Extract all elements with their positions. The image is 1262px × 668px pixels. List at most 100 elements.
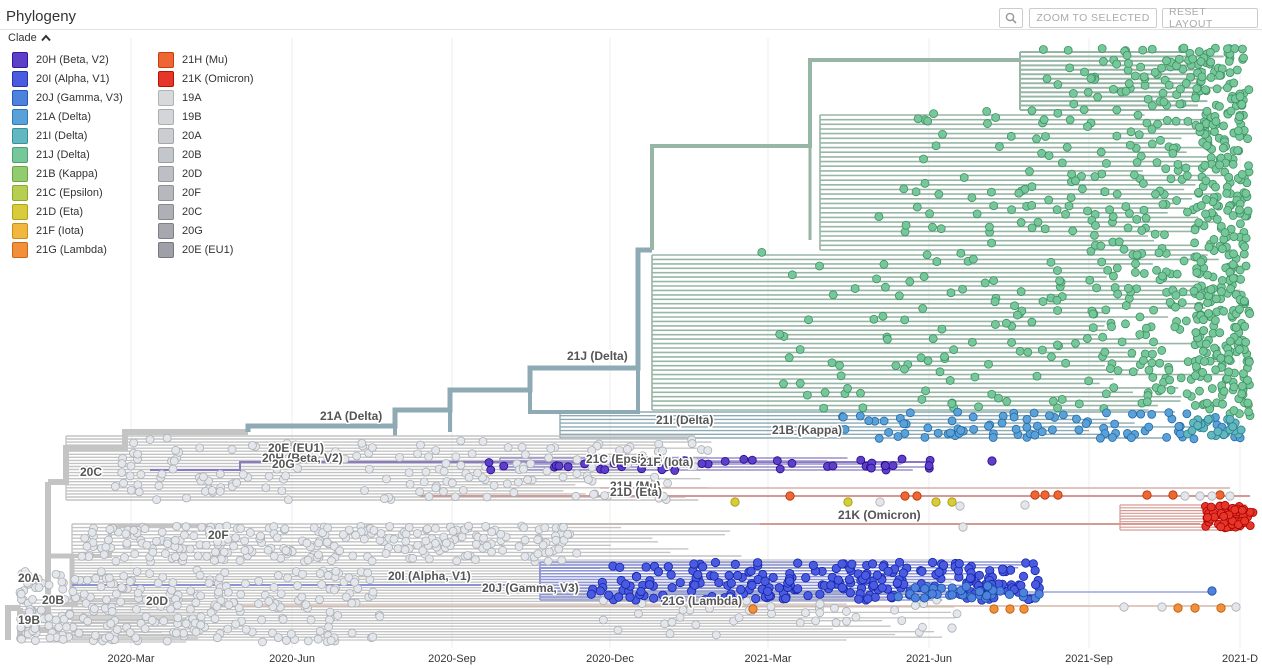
- node[interactable]: [995, 142, 1004, 151]
- node[interactable]: [1079, 105, 1089, 115]
- node[interactable]: [1149, 337, 1158, 347]
- node[interactable]: [1243, 134, 1253, 144]
- node[interactable]: [326, 636, 336, 645]
- node[interactable]: [1136, 151, 1146, 161]
- node[interactable]: [117, 583, 127, 593]
- node[interactable]: [1215, 490, 1225, 500]
- node[interactable]: [1158, 199, 1168, 209]
- node[interactable]: [705, 604, 714, 613]
- node[interactable]: [1108, 433, 1117, 442]
- node[interactable]: [1101, 305, 1111, 315]
- node[interactable]: [956, 426, 966, 435]
- node[interactable]: [1236, 219, 1245, 229]
- node[interactable]: [1009, 412, 1019, 422]
- node[interactable]: [1139, 269, 1149, 278]
- node[interactable]: [117, 468, 127, 478]
- node[interactable]: [984, 359, 993, 369]
- node[interactable]: [644, 580, 655, 590]
- node[interactable]: [193, 551, 203, 561]
- node[interactable]: [1083, 87, 1093, 97]
- node[interactable]: [1196, 257, 1206, 267]
- node[interactable]: [1135, 312, 1145, 322]
- node[interactable]: [484, 458, 494, 467]
- node[interactable]: [1121, 319, 1130, 329]
- node[interactable]: [502, 479, 512, 489]
- node[interactable]: [1182, 409, 1192, 419]
- node[interactable]: [99, 550, 109, 560]
- node[interactable]: [520, 535, 530, 545]
- node[interactable]: [1201, 209, 1210, 219]
- node[interactable]: [959, 173, 969, 182]
- node[interactable]: [861, 570, 871, 581]
- node[interactable]: [168, 464, 178, 474]
- node[interactable]: [1174, 422, 1184, 431]
- node[interactable]: [33, 574, 43, 584]
- node[interactable]: [937, 324, 947, 334]
- node[interactable]: [1067, 169, 1077, 179]
- node[interactable]: [350, 577, 359, 587]
- node[interactable]: [487, 527, 497, 537]
- node[interactable]: [982, 591, 992, 601]
- node[interactable]: [1119, 244, 1129, 254]
- node[interactable]: [917, 622, 927, 632]
- node[interactable]: [1224, 367, 1234, 377]
- node[interactable]: [152, 495, 162, 505]
- node[interactable]: [1107, 322, 1116, 332]
- node[interactable]: [1182, 171, 1192, 181]
- node[interactable]: [1078, 184, 1087, 194]
- zoom-icon-button[interactable]: [999, 8, 1023, 28]
- node[interactable]: [157, 469, 167, 479]
- node[interactable]: [347, 628, 357, 638]
- node[interactable]: [59, 614, 69, 624]
- node[interactable]: [1190, 238, 1200, 248]
- node[interactable]: [77, 552, 87, 561]
- node[interactable]: [1037, 345, 1047, 355]
- node[interactable]: [1243, 375, 1252, 385]
- node[interactable]: [1151, 189, 1160, 199]
- node[interactable]: [1102, 408, 1111, 418]
- node[interactable]: [1194, 218, 1204, 227]
- node[interactable]: [1023, 347, 1033, 357]
- node[interactable]: [843, 383, 852, 393]
- node[interactable]: [301, 600, 311, 610]
- node[interactable]: [1019, 604, 1029, 614]
- node[interactable]: [20, 567, 30, 576]
- node[interactable]: [166, 604, 176, 614]
- node[interactable]: [130, 549, 140, 559]
- node[interactable]: [730, 559, 740, 569]
- reset-layout-button[interactable]: RESET LAYOUT: [1162, 6, 1258, 30]
- node[interactable]: [983, 581, 993, 591]
- node[interactable]: [815, 589, 825, 599]
- node[interactable]: [34, 583, 44, 592]
- node[interactable]: [380, 494, 389, 504]
- node[interactable]: [947, 497, 957, 507]
- node[interactable]: [28, 595, 37, 604]
- node[interactable]: [1207, 586, 1217, 596]
- node[interactable]: [447, 478, 457, 488]
- node[interactable]: [675, 612, 685, 622]
- node[interactable]: [214, 587, 223, 597]
- node[interactable]: [1040, 224, 1050, 234]
- node[interactable]: [204, 525, 214, 535]
- node[interactable]: [1121, 202, 1131, 211]
- node[interactable]: [513, 477, 523, 487]
- node[interactable]: [947, 623, 957, 633]
- node[interactable]: [687, 439, 697, 448]
- node[interactable]: [952, 609, 962, 619]
- node[interactable]: [1190, 603, 1200, 613]
- branch[interactable]: [528, 390, 640, 414]
- node[interactable]: [897, 454, 907, 464]
- node[interactable]: [1044, 195, 1054, 205]
- node[interactable]: [1130, 71, 1140, 81]
- node[interactable]: [958, 522, 968, 532]
- node[interactable]: [1216, 522, 1226, 532]
- node[interactable]: [223, 624, 233, 634]
- node[interactable]: [883, 566, 893, 576]
- node[interactable]: [819, 403, 829, 413]
- node[interactable]: [920, 584, 930, 594]
- node[interactable]: [161, 549, 170, 559]
- node[interactable]: [1245, 521, 1255, 531]
- node[interactable]: [1088, 309, 1098, 319]
- node[interactable]: [1174, 54, 1184, 64]
- node[interactable]: [863, 594, 873, 604]
